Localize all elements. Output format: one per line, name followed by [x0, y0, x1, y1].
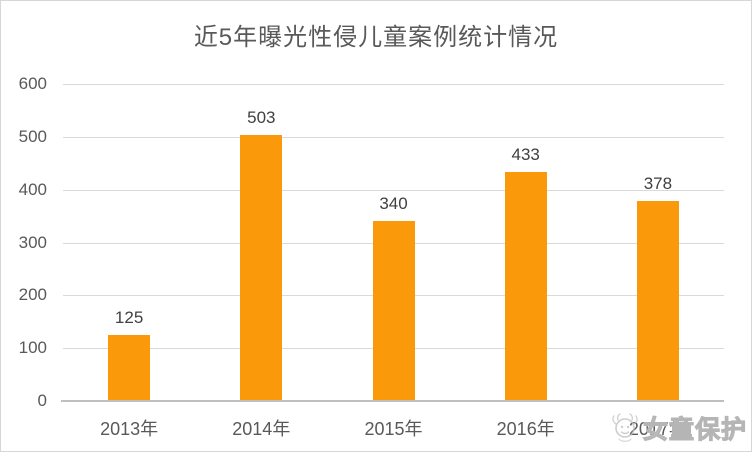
x-tick-label: 2017年 — [628, 419, 687, 439]
x-tick-label: 2016年 — [496, 419, 555, 439]
bar-value-label: 503 — [247, 108, 276, 128]
plot-area: 0 100 200 300 400 500 600 125 503 340 433 378 2013… — [19, 74, 724, 439]
x-tick-label: 2014年 — [232, 419, 291, 439]
y-tick-label: 100 — [18, 338, 47, 358]
bar-value-label: 378 — [643, 174, 673, 194]
chart-title: 近5年曝光性侵儿童案例统计情况 — [193, 24, 559, 51]
bar-value-label: 433 — [511, 145, 540, 165]
y-tick-label: 0 — [37, 391, 47, 410]
x-axis-line — [61, 400, 724, 402]
bar-2016年 — [504, 172, 547, 401]
x-tick-label: 2013年 — [100, 419, 159, 439]
gridline — [63, 84, 724, 85]
x-tick-label: 2015年 — [364, 419, 423, 439]
y-tick-label: 400 — [18, 179, 47, 199]
bar-value-label: 125 — [114, 307, 144, 327]
gridline — [63, 189, 724, 191]
y-tick-label: 600 — [18, 74, 47, 93]
bar-2014年 — [240, 135, 283, 401]
bar-value-label: 340 — [379, 194, 408, 214]
bar-2017年 — [636, 201, 679, 401]
bar-2013年 — [108, 334, 151, 401]
y-tick-label: 200 — [18, 285, 47, 305]
y-tick-label: 300 — [18, 232, 47, 252]
gridline — [63, 136, 724, 138]
y-tick-label: 500 — [18, 126, 47, 146]
bar-2015年 — [372, 221, 415, 401]
